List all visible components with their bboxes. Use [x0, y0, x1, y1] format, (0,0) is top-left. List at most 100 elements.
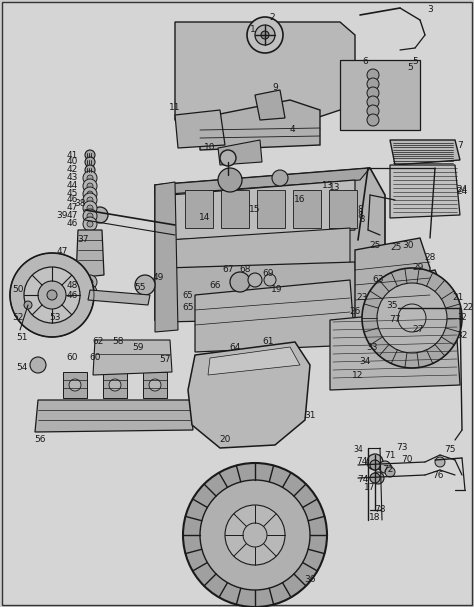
Circle shape: [87, 175, 93, 181]
Text: 20: 20: [219, 435, 231, 444]
Text: 25: 25: [369, 240, 381, 249]
Text: 44: 44: [66, 181, 78, 191]
Circle shape: [435, 457, 445, 467]
Text: 65: 65: [182, 291, 193, 299]
Bar: [221, 190, 249, 228]
Bar: [329, 190, 357, 228]
Circle shape: [83, 193, 97, 207]
Text: 32: 32: [456, 330, 468, 339]
Text: 31: 31: [304, 410, 316, 419]
Text: 70: 70: [401, 455, 413, 464]
Text: 53: 53: [49, 313, 61, 322]
Bar: [293, 190, 321, 228]
Text: 2: 2: [269, 13, 275, 22]
Circle shape: [24, 301, 32, 309]
Polygon shape: [340, 60, 420, 130]
Text: 48: 48: [66, 280, 78, 290]
Polygon shape: [168, 228, 350, 268]
Text: 50: 50: [12, 285, 24, 294]
Circle shape: [367, 114, 379, 126]
Text: 32: 32: [457, 313, 467, 322]
Bar: [185, 190, 213, 228]
Circle shape: [218, 168, 242, 192]
Polygon shape: [155, 168, 385, 320]
Text: 8: 8: [357, 206, 363, 214]
Circle shape: [83, 275, 97, 289]
Polygon shape: [390, 165, 460, 218]
Polygon shape: [93, 340, 172, 375]
Circle shape: [398, 304, 426, 332]
Polygon shape: [368, 270, 445, 360]
Text: 36: 36: [304, 575, 316, 585]
Polygon shape: [175, 120, 320, 130]
Polygon shape: [390, 140, 460, 165]
Circle shape: [225, 505, 285, 565]
Text: 7: 7: [457, 140, 463, 149]
Polygon shape: [195, 280, 355, 352]
Text: 15: 15: [249, 206, 261, 214]
Circle shape: [362, 268, 462, 368]
Circle shape: [372, 472, 384, 484]
Polygon shape: [188, 342, 310, 448]
Circle shape: [83, 217, 97, 231]
Circle shape: [243, 523, 267, 547]
Polygon shape: [255, 90, 285, 120]
Text: 66: 66: [209, 280, 221, 290]
Polygon shape: [155, 182, 178, 332]
Text: 11: 11: [169, 104, 181, 112]
Circle shape: [10, 253, 94, 337]
Circle shape: [30, 357, 46, 373]
Text: 76: 76: [432, 470, 444, 480]
Text: 22: 22: [462, 304, 474, 313]
Polygon shape: [175, 110, 225, 148]
Circle shape: [247, 17, 283, 53]
Text: 33: 33: [366, 344, 378, 353]
Text: 46: 46: [66, 220, 78, 228]
Circle shape: [261, 31, 269, 39]
Circle shape: [47, 290, 57, 300]
Text: 42: 42: [66, 166, 78, 174]
Text: 71: 71: [384, 450, 396, 459]
Circle shape: [367, 69, 379, 81]
Circle shape: [85, 157, 95, 167]
Circle shape: [370, 473, 380, 483]
Text: 41: 41: [66, 151, 78, 160]
Circle shape: [367, 78, 379, 90]
Text: 35: 35: [386, 300, 398, 310]
Text: 60: 60: [66, 353, 78, 362]
Circle shape: [83, 187, 97, 201]
Polygon shape: [162, 262, 358, 322]
Text: 64: 64: [229, 344, 241, 353]
Circle shape: [109, 379, 121, 391]
Polygon shape: [76, 230, 104, 278]
Text: 68: 68: [239, 265, 251, 274]
Circle shape: [149, 379, 161, 391]
Text: 75: 75: [444, 446, 456, 455]
Text: 19: 19: [271, 285, 283, 294]
Text: 24: 24: [456, 188, 468, 197]
Text: 49: 49: [152, 274, 164, 282]
Text: 51: 51: [16, 333, 28, 342]
Text: 23: 23: [356, 294, 368, 302]
Text: 47: 47: [66, 203, 78, 212]
Circle shape: [230, 272, 250, 292]
Text: 5: 5: [412, 58, 418, 67]
Text: 46: 46: [66, 291, 78, 299]
Text: 61: 61: [262, 337, 274, 347]
Text: 17: 17: [364, 484, 376, 492]
Text: 54: 54: [16, 364, 27, 373]
Circle shape: [24, 267, 80, 323]
Text: 60: 60: [89, 353, 101, 362]
Text: 25: 25: [390, 243, 401, 253]
Text: 16: 16: [294, 195, 306, 205]
Text: 5: 5: [407, 64, 413, 72]
Circle shape: [85, 165, 95, 175]
Text: 74: 74: [356, 458, 368, 467]
Circle shape: [87, 197, 93, 203]
Text: 29: 29: [412, 263, 424, 273]
Text: 8: 8: [359, 215, 365, 225]
Circle shape: [85, 150, 95, 160]
Text: 43: 43: [66, 174, 78, 183]
Text: 34: 34: [359, 358, 371, 367]
Text: 3: 3: [427, 5, 433, 15]
